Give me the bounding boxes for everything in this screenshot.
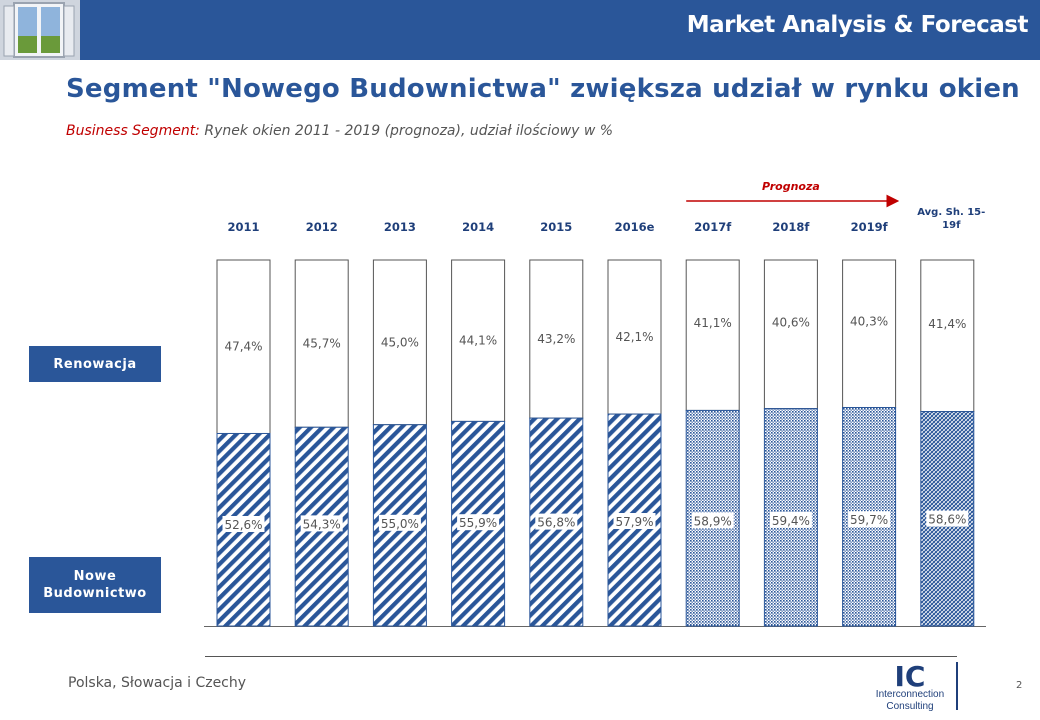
new-value-9: 58,6% [928,513,966,527]
new-value-bg-9 [926,510,969,527]
new-value-bg-6 [691,512,734,529]
new-value-bg-0 [222,516,265,532]
label-new-line2: Budownictwo [43,586,147,601]
bar-renovation-2 [372,259,427,426]
new-value-bg-4 [535,513,578,530]
new-value-bg-5 [613,513,656,529]
bar-renovation-7 [763,259,818,410]
bar-renovation-0 [216,259,271,434]
bar-renovation-1 [294,259,349,428]
renovation-value-1: 45,7% [303,337,341,351]
slide-subtitle: Business Segment: Rynek okien 2011 - 201… [66,123,613,139]
renovation-value-6: 41,1% [694,316,732,330]
logo-line1: Interconnection [875,689,945,700]
new-value-5: 57,9% [615,515,653,529]
category-label-9-line1: 19f [942,220,961,231]
category-label-8: 2019f [851,220,889,234]
new-value-bg-3 [457,514,500,531]
renovation-value-8: 40,3% [850,315,888,329]
renovation-value-3: 44,1% [459,334,497,348]
label-renovation: Renowacja [29,346,161,382]
renovation-value-9: 41,4% [928,317,966,331]
category-label-9-line0: Avg. Sh. 15- [917,207,985,218]
label-new-line1: Nowe [73,569,117,584]
new-value-bg-1 [300,515,343,532]
label-renovation-text: Renowacja [53,356,137,372]
new-value-0: 52,6% [224,518,262,532]
new-value-bg-8 [848,511,891,528]
bar-renovation-8 [842,259,897,408]
logo-line2: Consulting [886,701,934,712]
category-label-2: 2013 [384,220,416,234]
category-label-6: 2017f [694,220,732,234]
label-new-construction: Nowe Budownictwo [29,557,161,613]
header-bar: Market Analysis & Forecast [0,0,1040,60]
footer-divider [205,656,957,657]
new-value-1: 54,3% [303,517,341,531]
category-label-7: 2018f [772,220,810,234]
bar-renovation-9 [920,259,975,413]
header-title: Market Analysis & Forecast [686,12,1029,38]
new-value-8: 59,7% [850,513,888,527]
category-label-5: 2016e [615,220,655,234]
new-value-3: 55,9% [459,516,497,530]
logo-bar [956,662,958,710]
subtitle-segment: Business Segment: [66,123,200,139]
category-label-1: 2012 [306,220,338,234]
category-label-4: 2015 [540,220,572,234]
bar-renovation-6 [685,259,740,411]
renovation-value-2: 45,0% [381,335,419,349]
new-value-2: 55,0% [381,517,419,531]
company-logo: IC Interconnection Consulting [866,662,958,712]
logo-mark: IC [894,660,926,693]
page-number: 2 [1016,680,1023,691]
new-value-bg-7 [769,511,812,528]
bar-renovation-4 [529,259,584,419]
new-value-7: 59,4% [772,514,810,528]
window-image [0,0,80,60]
category-label-0: 2011 [227,220,259,234]
new-value-4: 56,8% [537,516,575,530]
renovation-value-7: 40,6% [772,315,810,329]
window-thumbnail [0,0,80,60]
slide-title: Segment "Nowego Budownictwa" zwiększa ud… [66,74,1020,104]
renovation-value-5: 42,1% [615,330,653,344]
new-value-6: 58,9% [694,514,732,528]
renovation-value-0: 47,4% [224,340,262,354]
bar-renovation-3 [451,259,506,422]
new-value-bg-2 [378,514,421,531]
bar-renovation-5 [607,259,662,415]
category-label-3: 2014 [462,220,494,234]
forecast-label: Prognoza [762,180,820,193]
renovation-value-4: 43,2% [537,332,575,346]
subtitle-text: Rynek okien 2011 - 2019 (prognoza), udzi… [199,123,614,139]
footer-region: Polska, Słowacja i Czechy [68,675,247,691]
